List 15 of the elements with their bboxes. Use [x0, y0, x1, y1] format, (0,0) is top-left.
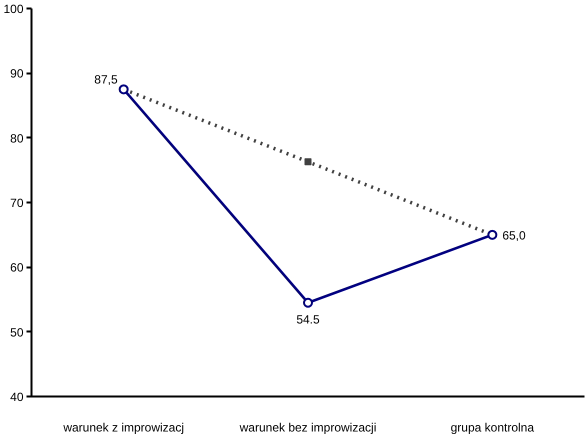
y-tick-label: 100	[3, 2, 24, 16]
data-label: 65,0	[502, 228, 526, 242]
y-tick-label: 50	[10, 325, 24, 340]
x-tick-label: grupa kontrolna	[450, 420, 534, 434]
y-tick-label: 40	[10, 390, 24, 404]
y-tick-label: 90	[10, 66, 24, 81]
y-tick-label: 70	[10, 196, 24, 210]
y-tick-label: 60	[10, 260, 24, 275]
y-tick-label: 80	[10, 131, 24, 146]
point	[303, 298, 313, 308]
x-tick-label: warunek z improwizacj	[62, 420, 184, 434]
x-tick-label: warunek bez improwizacji	[238, 420, 376, 434]
data-label: 87,5	[94, 72, 118, 86]
point	[304, 158, 312, 166]
data-label: 54.5	[296, 312, 320, 327]
